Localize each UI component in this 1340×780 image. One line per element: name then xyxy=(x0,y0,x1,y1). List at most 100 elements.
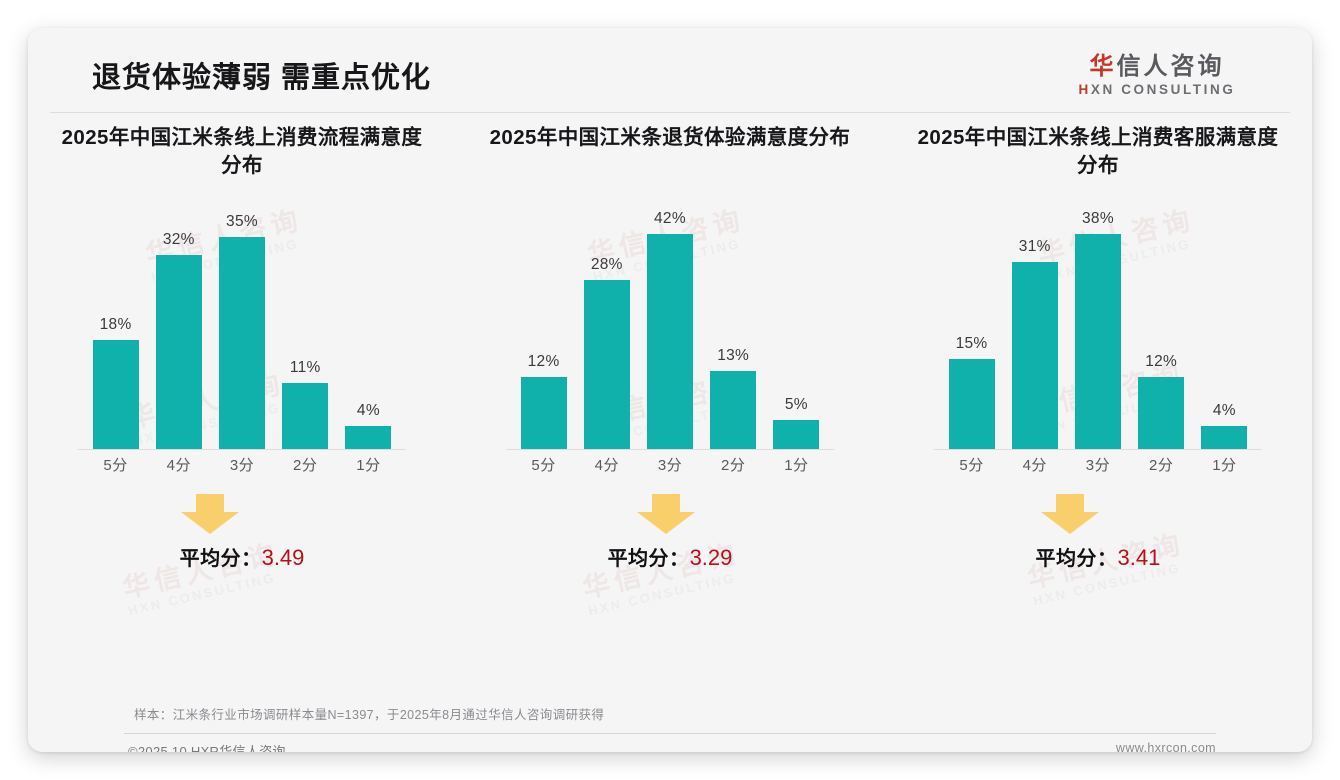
x-tick-label: 2分 xyxy=(1149,457,1174,474)
bar-rect[interactable] xyxy=(773,420,820,450)
chart-title: 2025年中国江米条退货体验满意度分布 xyxy=(489,126,851,149)
down-arrow-icon xyxy=(636,494,695,534)
chart-panel: 2025年中国江米条退货体验满意度分布 12% 28% 42% xyxy=(456,124,884,586)
chart-panel: 2025年中国江米条线上消费客服满意度分布 15% 31% 38% xyxy=(884,124,1312,586)
bar-item[interactable]: 42% xyxy=(638,210,701,450)
bar-rect[interactable] xyxy=(583,280,630,450)
x-axis-tick-labels: 5分 4分 3分 2分 1分 xyxy=(512,454,828,480)
average-score-block: 平均分：3.29 xyxy=(470,494,870,586)
bar-rect[interactable] xyxy=(1138,377,1185,450)
x-tick-label: 5分 xyxy=(959,457,984,474)
bar-series: 18% 32% 35% 11% xyxy=(84,210,400,450)
bar-chart-plot: 12% 28% 42% 13% xyxy=(470,210,870,480)
bar-rect[interactable] xyxy=(155,255,202,450)
logo-rest-chars: 信人咨询 xyxy=(1116,53,1225,80)
bar-rect[interactable] xyxy=(219,237,265,450)
bar-item[interactable]: 18% xyxy=(84,210,147,450)
x-tick-label: 5分 xyxy=(103,457,128,474)
bar-chart-plot: 18% 32% 35% 11% xyxy=(42,210,442,480)
bar-rect[interactable] xyxy=(710,371,757,450)
bar-item[interactable]: 4% xyxy=(1193,210,1256,450)
bar-value-label: 13% xyxy=(717,347,750,364)
source-note: 样本：江米条行业市场调研样本量N=1397，于2025年8月通过华信人咨询调研获… xyxy=(134,708,605,722)
bar-value-label: 15% xyxy=(955,335,988,352)
bar-value-label: 31% xyxy=(1018,238,1051,255)
bar-rect[interactable] xyxy=(1011,262,1058,450)
bar-series: 12% 28% 42% 13% xyxy=(512,210,828,450)
x-axis-line xyxy=(505,449,834,450)
logo-en-accent: H xyxy=(1078,82,1091,98)
average-score-text: 平均分：3.41 xyxy=(898,542,1298,571)
x-tick-label: 4分 xyxy=(594,457,619,474)
bar-value-label: 35% xyxy=(226,213,258,230)
x-tick-label: 3分 xyxy=(229,457,255,474)
average-value: 3.29 xyxy=(689,545,733,570)
average-score-block: 平均分：3.41 xyxy=(898,494,1298,586)
average-score-block: 平均分：3.49 xyxy=(42,494,442,586)
bar-item[interactable]: 12% xyxy=(1130,210,1193,450)
bar-rect[interactable] xyxy=(282,383,329,450)
down-arrow-icon xyxy=(1040,494,1099,534)
chart-title: 2025年中国江米条线上消费客服满意度分布 xyxy=(917,126,1279,178)
bar-value-label: 28% xyxy=(590,256,623,273)
bar-item[interactable]: 5% xyxy=(765,210,828,450)
header-divider xyxy=(50,112,1290,113)
bar-rect[interactable] xyxy=(1074,234,1121,450)
chart-title: 2025年中国江米条线上消费流程满意度分布 xyxy=(61,126,423,178)
bar-chart-plot: 15% 31% 38% 12% xyxy=(898,210,1298,480)
bar-item[interactable]: 13% xyxy=(702,210,765,450)
bar-item[interactable]: 35% xyxy=(210,210,273,450)
bar-value-label: 12% xyxy=(1145,353,1178,370)
bar-item[interactable]: 31% xyxy=(1003,210,1066,450)
bar-rect[interactable] xyxy=(646,234,693,450)
charts-container: 2025年中国江米条线上消费流程满意度分布 18% 32% 35% xyxy=(28,124,1312,586)
average-value: 3.49 xyxy=(261,545,305,570)
x-tick-label: 2分 xyxy=(721,457,746,474)
bar-item[interactable]: 12% xyxy=(512,210,575,450)
x-tick-label: 1分 xyxy=(784,457,809,474)
x-tick-label: 3分 xyxy=(1085,457,1111,474)
x-axis-tick-labels: 5分 4分 3分 2分 1分 xyxy=(84,454,400,480)
bar-rect[interactable] xyxy=(948,359,995,450)
bar-value-label: 4% xyxy=(1212,402,1236,419)
bar-value-label: 18% xyxy=(99,316,132,333)
bar-item[interactable]: 11% xyxy=(274,210,337,450)
bar-item[interactable]: 32% xyxy=(147,210,210,450)
bar-rect[interactable] xyxy=(345,426,392,450)
average-label: 平均分： xyxy=(179,548,262,570)
average-value: 3.41 xyxy=(1117,545,1161,570)
bar-value-label: 11% xyxy=(289,359,321,376)
down-arrow-icon xyxy=(180,494,239,534)
footer-divider xyxy=(124,733,1216,734)
bar-series: 15% 31% 38% 12% xyxy=(940,210,1256,450)
copyright-text: ©2025.10 HXR华信人咨询 xyxy=(128,744,286,752)
slide-header: 退货体验薄弱 需重点优化 华信人咨询 HXN CONSULTING xyxy=(28,28,1312,112)
website-url[interactable]: www.hxrcon.com xyxy=(1115,741,1216,752)
logo-accent-char: 华 xyxy=(1089,53,1117,80)
page-title: 退货体验薄弱 需重点优化 xyxy=(92,62,432,94)
bar-rect[interactable] xyxy=(520,377,567,450)
bar-value-label: 5% xyxy=(784,396,808,413)
bar-item[interactable]: 38% xyxy=(1066,210,1129,450)
logo-en-rest: XN CONSULTING xyxy=(1090,82,1236,98)
x-tick-label: 3分 xyxy=(657,457,683,474)
average-score-text: 平均分：3.29 xyxy=(470,542,870,571)
bar-rect[interactable] xyxy=(1201,426,1248,450)
brand-logo: 华信人咨询 HXN CONSULTING xyxy=(1042,54,1272,97)
bar-value-label: 32% xyxy=(162,231,195,248)
bar-item[interactable]: 4% xyxy=(337,210,400,450)
logo-chinese-text: 华信人咨询 xyxy=(1042,54,1272,79)
average-label: 平均分： xyxy=(1035,548,1118,570)
average-label: 平均分： xyxy=(607,548,690,570)
bar-item[interactable]: 15% xyxy=(940,210,1003,450)
bar-value-label: 4% xyxy=(356,402,380,419)
chart-panel: 2025年中国江米条线上消费流程满意度分布 18% 32% 35% xyxy=(28,124,456,586)
x-tick-label: 1分 xyxy=(1212,457,1237,474)
bar-rect[interactable] xyxy=(92,340,139,450)
x-axis-line xyxy=(933,449,1262,450)
x-tick-label: 5分 xyxy=(531,457,556,474)
slide-footer: ©2025.10 HXR华信人咨询 www.hxrcon.com xyxy=(28,741,1312,752)
bar-item[interactable]: 28% xyxy=(575,210,638,450)
bar-value-label: 38% xyxy=(1082,210,1114,227)
x-tick-label: 1分 xyxy=(356,457,381,474)
